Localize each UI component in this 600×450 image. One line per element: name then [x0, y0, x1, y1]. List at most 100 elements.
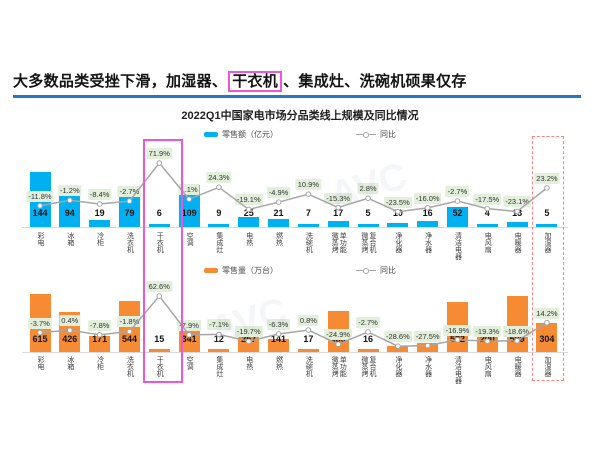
- category-label: 电风扇: [484, 232, 492, 253]
- yoy-marker: [484, 338, 491, 344]
- bar-value-label: 5: [544, 208, 550, 218]
- yoy-label: -17.5%: [473, 193, 502, 205]
- bar-value-label: 79: [124, 208, 135, 218]
- yoy-marker: [395, 343, 401, 350]
- bar: [297, 349, 319, 352]
- yoy-label: 23.2%: [534, 172, 560, 184]
- bar: [208, 224, 230, 227]
- bar: [417, 221, 439, 227]
- yoy-marker: [514, 208, 520, 215]
- yoy-label: 0.4%: [59, 315, 81, 327]
- yoy-label: 14.2%: [534, 307, 560, 319]
- bar-value-label: 12: [213, 334, 224, 344]
- yoy-marker: [365, 329, 371, 335]
- bar-value-label: 16: [422, 208, 433, 218]
- bar: [268, 219, 290, 227]
- bar: [208, 349, 230, 352]
- legend-revenue: 零售额（亿元） 同比: [0, 129, 600, 140]
- yoy-label: 10.9%: [295, 179, 322, 191]
- yoy-label: -19.1%: [234, 194, 263, 206]
- yoy-marker: [275, 331, 282, 337]
- yoy-label: -23.1%: [503, 196, 531, 208]
- category-label: 洗碗机: [305, 356, 313, 377]
- volume-chart: 615 -3.7% 彩电 426 0.4% 冰箱 171 -7.8% 冷柜 544 -1.8% 洗衣机…: [0, 280, 600, 392]
- bar: [446, 207, 468, 227]
- yoy-marker: [454, 336, 461, 343]
- category-label: 空调: [186, 356, 194, 370]
- category-label: 彩电: [37, 356, 44, 370]
- category-label: 空调: [186, 232, 194, 246]
- bar: [89, 336, 111, 352]
- yoy-marker: [365, 195, 371, 202]
- yoy-label: -18.6%: [503, 325, 531, 337]
- legend-item-volume: 零售量（万台）: [204, 265, 278, 276]
- page-title-pre: 大多数品类受挫下滑，加湿器、: [13, 73, 228, 90]
- category-label: 冷柜: [96, 356, 104, 370]
- legend-yoy-label-1: 同比: [380, 130, 396, 139]
- yoy-label: -16.9%: [443, 324, 472, 336]
- legend-item-yoy-1: 同比: [356, 129, 396, 140]
- yoy-label: -15.3%: [324, 192, 353, 204]
- yoy-line: [37, 293, 550, 350]
- category-label: 微蒸烤 单功能: [331, 232, 347, 253]
- yoy-marker: [395, 208, 401, 215]
- bar-value-label: 341: [181, 334, 197, 344]
- bar: [178, 185, 200, 227]
- bar-value-label: 21: [273, 208, 284, 218]
- yoy-marker: [484, 205, 491, 212]
- yoy-marker: [275, 199, 282, 205]
- highlight-box-dryer: [143, 139, 183, 383]
- legend-revenue-label: 零售额（亿元）: [222, 130, 278, 139]
- bar-value-label: 109: [181, 208, 197, 218]
- yoy-label: -1.2%: [58, 185, 82, 197]
- bar-value-label: 15: [154, 334, 165, 344]
- bar: [59, 191, 81, 227]
- bar-value-label: 17: [303, 334, 314, 344]
- yoy-marker: [335, 341, 342, 347]
- bar-value-label: 615: [32, 334, 48, 344]
- yoy-label: -16.0%: [413, 192, 442, 204]
- yoy-label: -19.7%: [234, 326, 263, 338]
- yoy-marker: [216, 184, 222, 191]
- yoy-line-marker-icon: [356, 267, 376, 274]
- bar: [506, 222, 528, 227]
- yoy-marker: [245, 206, 252, 213]
- highlight-box-humidifier: [532, 136, 564, 381]
- revenue-chart: 144 -11.8% 彩电 94 -1.2% 冰箱 19 -8.4% 冷柜 79 -2.7% 洗衣机 6…: [0, 138, 600, 265]
- page-title-highlight-box: 干衣机: [228, 71, 283, 92]
- yoy-label: -4.9%: [266, 187, 291, 199]
- yoy-marker: [96, 201, 103, 207]
- bar-value-label: 4: [484, 208, 490, 218]
- yoy-marker: [544, 319, 550, 326]
- yoy-marker: [335, 204, 342, 211]
- category-label: 集成灶: [215, 232, 223, 253]
- yoy-label: -8.4%: [87, 188, 112, 200]
- category-label: 集成灶: [215, 356, 223, 377]
- category-label: 干衣机: [156, 232, 164, 253]
- yoy-marker: [156, 160, 163, 166]
- category-label: 净水器: [424, 356, 432, 377]
- yoy-label: 0.8%: [297, 315, 319, 327]
- page-title-post: 、集成灶、洗碗机硕果仅存: [283, 73, 467, 90]
- bar-value-label: 7: [305, 208, 311, 218]
- category-label: 冰箱: [66, 232, 74, 246]
- yoy-marker: [245, 338, 252, 345]
- yoy-label: -1.8%: [117, 316, 142, 328]
- category-label: 电暖器: [514, 356, 522, 377]
- bar-value-label: 304: [539, 334, 555, 344]
- yoy-line-marker-icon: [356, 131, 376, 138]
- category-label: 洗衣机: [126, 356, 134, 377]
- legend-item-yoy-2: 同比: [356, 265, 396, 276]
- yoy-label: -7.8%: [87, 319, 112, 331]
- revenue-bar-swatch: [204, 132, 218, 137]
- bar-value-label: 19: [94, 208, 105, 218]
- bar: [118, 197, 140, 227]
- bar: [89, 220, 111, 227]
- headline-underline: [13, 95, 581, 98]
- yoy-label: -3.7%: [28, 317, 52, 329]
- category-label: 冷柜: [96, 232, 104, 246]
- bar: [268, 339, 290, 352]
- page-title: 大多数品类受挫下滑，加湿器、 干衣机 、集成灶、洗碗机硕果仅存: [13, 70, 467, 92]
- category-label: 微蒸烤 复合机: [361, 232, 377, 253]
- category-label: 燃热: [275, 356, 283, 370]
